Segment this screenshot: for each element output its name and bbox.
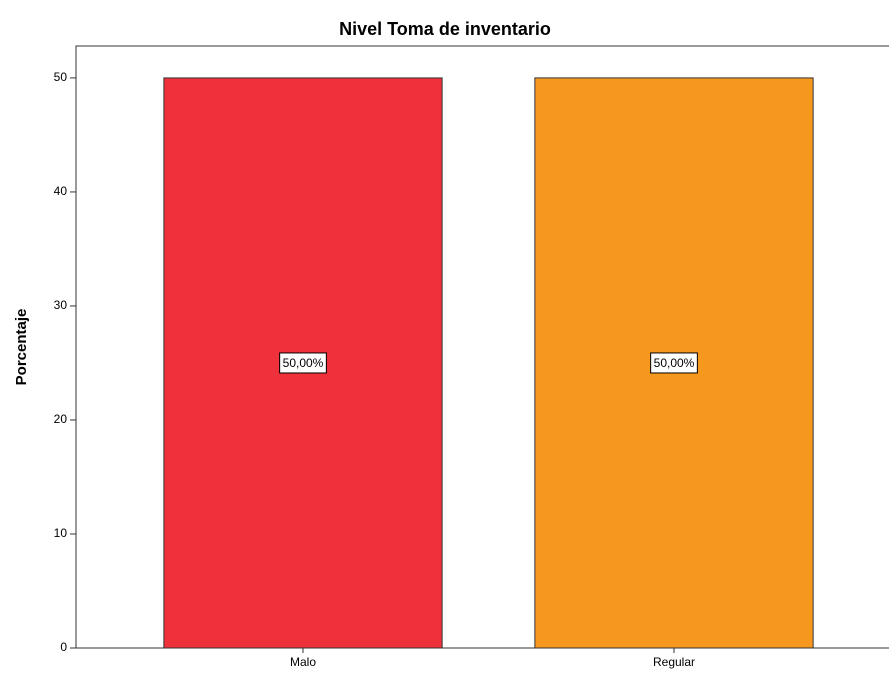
y-tick-label: 10 [54,526,68,540]
chart-title: Nivel Toma de inventario [339,19,551,39]
y-tick-label: 20 [54,412,68,426]
y-tick-label: 40 [54,184,68,198]
y-tick-label: 0 [60,640,67,654]
data-label-box [650,352,698,374]
y-tick-label: 30 [54,298,68,312]
x-tick-label: Regular [653,655,695,669]
x-tick-label: Malo [290,655,316,669]
data-label: 50,00% [283,356,324,370]
data-label: 50,00% [654,356,695,370]
y-tick-label: 50 [54,70,68,84]
y-axis-label: Porcentaje [13,309,30,386]
data-label-box [279,352,327,374]
